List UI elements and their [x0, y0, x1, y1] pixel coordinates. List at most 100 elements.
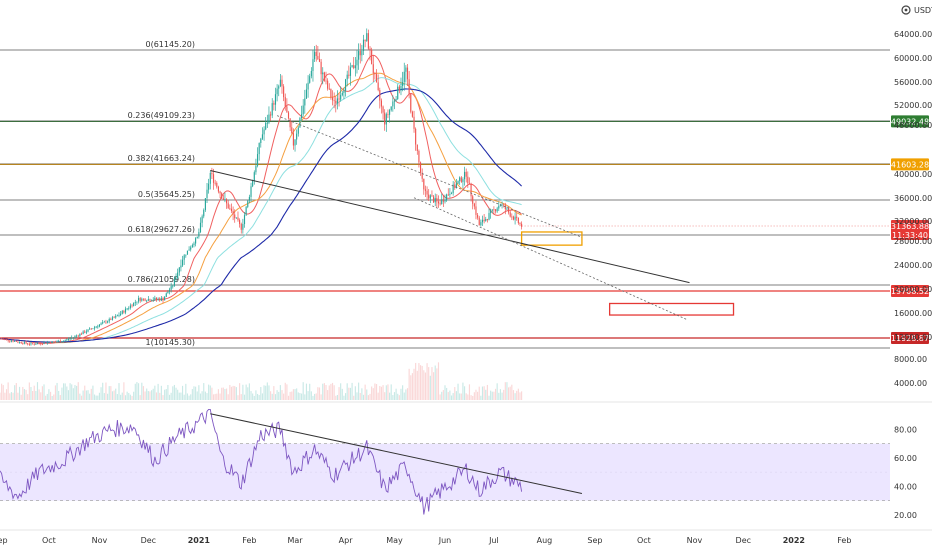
- volume-bar: [198, 385, 200, 400]
- volume-bar: [281, 390, 283, 400]
- volume-bar: [266, 382, 268, 400]
- volume-bar: [318, 387, 321, 400]
- volume-bar: [230, 386, 233, 400]
- volume-bar: [113, 390, 115, 400]
- volume-bar: [227, 394, 229, 400]
- volume-bar: [5, 389, 8, 400]
- candle-body: [97, 326, 99, 328]
- rsi-trendline[interactable]: [210, 413, 583, 494]
- volume-pane: [0, 362, 523, 400]
- trendline[interactable]: [210, 170, 690, 284]
- volume-bar: [294, 389, 296, 400]
- volume-bar: [517, 388, 519, 400]
- candle-body: [221, 193, 223, 199]
- candle-body: [338, 98, 340, 100]
- volume-bar: [387, 384, 389, 400]
- volume-bar: [413, 368, 415, 400]
- candle-body: [294, 139, 296, 146]
- candle-body: [322, 72, 324, 75]
- candle-body: [393, 100, 396, 102]
- volume-bar: [340, 383, 342, 400]
- trendlines[interactable]: [210, 115, 690, 320]
- volume-bar: [74, 385, 76, 400]
- volume-bar: [229, 384, 231, 400]
- candle-body: [72, 337, 74, 339]
- candle-body: [196, 236, 198, 239]
- date-tick-label: May: [386, 536, 403, 545]
- volume-bar: [93, 394, 96, 400]
- volume-bar: [379, 386, 381, 400]
- volume-bar: [314, 393, 316, 400]
- candle-body: [286, 106, 288, 113]
- candle-body: [33, 343, 35, 345]
- candle-body: [40, 343, 42, 345]
- candle-body: [380, 100, 382, 107]
- volume-bar: [400, 388, 402, 400]
- volume-bar: [358, 382, 360, 400]
- candle-body: [2, 339, 4, 340]
- candle-body: [17, 341, 19, 343]
- volume-bar: [300, 393, 303, 400]
- volume-bar: [504, 382, 506, 400]
- volume-bar: [371, 386, 373, 400]
- volume-bar: [35, 390, 37, 400]
- volume-bar: [433, 372, 435, 400]
- candle-body: [403, 71, 405, 82]
- candle-body: [397, 86, 399, 100]
- volume-bar: [136, 382, 138, 400]
- candle-body: [159, 298, 161, 301]
- candle-body: [504, 205, 506, 210]
- target-zones[interactable]: [520, 231, 735, 316]
- candle-body: [379, 90, 381, 101]
- candle-body: [296, 133, 298, 140]
- candle-body: [214, 182, 216, 184]
- target-zone-box[interactable]: [520, 231, 583, 246]
- rsi-pane[interactable]: 80.00 60.00 40.00 20.00: [0, 401, 932, 520]
- candlesticks[interactable]: [0, 28, 523, 346]
- candle-body: [18, 341, 21, 343]
- settings-gear-icon[interactable]: [901, 5, 911, 15]
- candle-body: [255, 165, 257, 173]
- candle-body: [382, 106, 384, 113]
- price-tick-label: 60000.00: [894, 54, 932, 63]
- volume-bar: [516, 390, 518, 400]
- candle-body: [131, 305, 133, 307]
- volume-bar: [108, 386, 110, 400]
- price-tick-label: 48000.00: [894, 121, 932, 130]
- volume-bar: [279, 385, 281, 400]
- candle-body: [237, 217, 239, 221]
- level-price-tag-text: 11928.87: [891, 334, 929, 343]
- volume-bar: [392, 395, 394, 400]
- candle-body: [372, 64, 374, 74]
- volume-bar: [503, 389, 505, 400]
- volume-bar: [380, 386, 382, 400]
- candle-body: [454, 184, 456, 188]
- candle-body: [361, 51, 363, 56]
- volume-bar: [141, 382, 143, 400]
- candle-body: [111, 317, 114, 320]
- candle-body: [110, 319, 112, 320]
- candle-body: [22, 343, 24, 344]
- volume-bar: [98, 392, 101, 400]
- volume-bar: [129, 394, 131, 400]
- volume-bar: [180, 392, 182, 400]
- level-price-tag: [891, 284, 929, 297]
- volume-bar: [270, 391, 272, 400]
- candle-body: [346, 74, 348, 80]
- trendline[interactable]: [413, 197, 687, 320]
- candle-body: [366, 33, 368, 42]
- date-tick-label: Dec: [141, 536, 156, 545]
- volume-bar: [115, 388, 117, 400]
- volume-bar: [216, 393, 218, 400]
- candle-body: [27, 343, 29, 345]
- volume-bar: [190, 394, 192, 400]
- volume-bar: [224, 388, 226, 400]
- volume-bar: [58, 390, 60, 400]
- volume-bar: [188, 395, 190, 400]
- target-zone-box[interactable]: [608, 302, 735, 316]
- volume-bar: [133, 391, 135, 400]
- trendline[interactable]: [276, 115, 583, 238]
- candle-body: [0, 338, 1, 340]
- volume-bar: [501, 392, 503, 400]
